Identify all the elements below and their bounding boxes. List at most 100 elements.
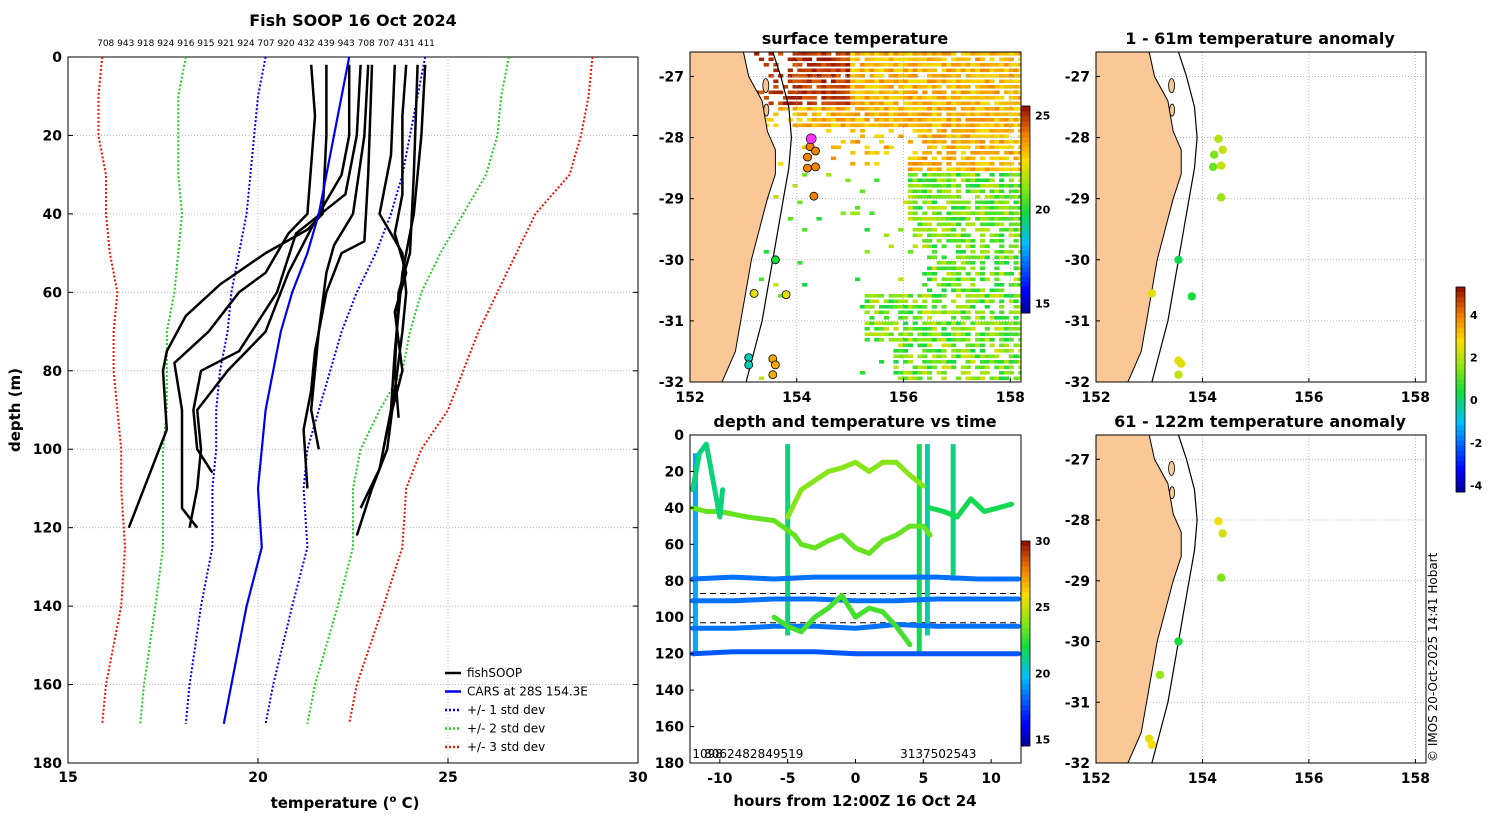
sst-pixel — [1018, 140, 1021, 144]
sst-pixel — [999, 129, 1005, 133]
sst-pixel — [931, 272, 937, 276]
sst-pixel — [960, 178, 966, 183]
sst-pixel — [874, 321, 880, 326]
sst-pixel — [898, 371, 904, 375]
sst-pixel — [922, 52, 928, 56]
sst-pixel — [879, 96, 885, 100]
sst-pixel — [951, 382, 956, 386]
sst-pixel — [975, 63, 981, 67]
sst-pixel — [859, 107, 865, 111]
sst-pixel — [994, 327, 1000, 331]
sst-colorbar-cell — [1021, 276, 1030, 283]
sst-pixel — [883, 112, 889, 117]
sst-pixel — [883, 305, 889, 309]
sst-pixel — [922, 239, 928, 243]
sst-pixel — [773, 90, 779, 95]
sst-pixel — [999, 371, 1005, 375]
sst-pixel — [888, 57, 894, 62]
sst-pixel — [965, 332, 971, 337]
anomaly-top-xtick-label: 152 — [1081, 390, 1110, 406]
sst-pixel — [763, 118, 769, 122]
sst-pixel — [1013, 261, 1019, 265]
time-depth-colorbar-cell — [1021, 623, 1030, 629]
sst-pixel — [990, 382, 995, 386]
sst-pixel — [960, 321, 966, 326]
sst-pixel — [999, 288, 1005, 293]
sst-pixel — [927, 294, 933, 298]
sst-pixel — [927, 310, 933, 315]
profile-xlabel-main: temperature ( — [271, 794, 390, 812]
sst-pixel — [975, 294, 981, 298]
sst-pixel — [879, 68, 885, 73]
sst-pixel — [975, 206, 981, 210]
sst-pixel — [941, 360, 947, 364]
sst-pixel — [864, 145, 870, 150]
sst-pixel — [1013, 52, 1019, 56]
sst-pixel — [955, 112, 962, 117]
sst-pixel — [845, 96, 851, 100]
sst-pixel — [912, 305, 918, 309]
sst-pixel — [1018, 371, 1021, 375]
sst-pixel — [931, 299, 937, 304]
sst-pixel — [917, 107, 923, 111]
time-depth-colorbar-cell — [1021, 740, 1030, 747]
sst-pixel — [941, 255, 947, 260]
sst-pixel — [792, 90, 798, 95]
sst-pixel — [955, 173, 962, 177]
sst-pixel — [917, 228, 923, 232]
sst-station-4 — [803, 163, 812, 173]
sst-pixel — [792, 57, 798, 62]
sst-pixel — [826, 123, 832, 128]
sst-pixel — [994, 151, 1000, 155]
sst-pixel — [975, 316, 981, 320]
anomaly-bottom-ticks: 152 154 156 158-27-28-29-30-31-32 — [1065, 452, 1430, 787]
sst-pixel — [830, 101, 837, 106]
sst-pixel — [984, 360, 990, 364]
sst-pixel — [893, 382, 898, 386]
time-depth-colorbar-cell — [1021, 653, 1030, 660]
sst-pixel — [888, 294, 894, 298]
sst-colorbar-cell — [1021, 209, 1030, 216]
time-depth-colorbar-cell — [1021, 617, 1030, 624]
sst-colorbar-cell — [1021, 302, 1030, 309]
sst-station-13 — [771, 360, 780, 370]
sst-pixel — [951, 167, 957, 172]
sst-pixel — [946, 343, 952, 348]
sst-pixel — [883, 90, 889, 95]
sst-pixel — [840, 90, 846, 95]
sst-pixel — [946, 239, 952, 243]
time-depth-colorbar-label: 20 — [1035, 667, 1051, 680]
time-depth-colorbar-cell — [1021, 684, 1030, 691]
sst-pixel — [955, 211, 962, 216]
sst-pixel — [941, 206, 947, 210]
sst-pixel — [936, 321, 942, 326]
sst-pixel — [845, 123, 851, 128]
sst-pixel — [951, 101, 957, 106]
sst-pixel — [907, 68, 913, 73]
sst-pixel — [999, 156, 1005, 161]
sst-pixel — [951, 134, 957, 139]
sst-pixel — [907, 184, 913, 188]
sst-pixel — [907, 167, 913, 172]
sst-pixel — [859, 90, 865, 95]
sst-pixel — [869, 112, 875, 117]
sst-pixel — [989, 96, 995, 100]
sst-pixel — [1013, 74, 1019, 78]
sst-pixel — [912, 338, 918, 342]
sst-pixel — [879, 52, 885, 56]
sst-pixel — [917, 167, 923, 172]
sst-pixel — [960, 123, 966, 128]
sst-pixel — [917, 156, 923, 161]
time-depth-xtick-label: -5 — [780, 771, 796, 787]
sst-pixel — [951, 85, 957, 89]
sst-pixel — [903, 360, 909, 364]
sst-colorbar-cell — [1021, 292, 1030, 298]
sst-pixel — [917, 310, 923, 315]
sst-pixel — [907, 63, 913, 67]
time-depth-track-4 — [690, 649, 1021, 657]
sst-pixel — [970, 376, 976, 381]
anomaly-colorbar-cell — [1456, 445, 1465, 452]
sst-pixel — [917, 316, 923, 320]
sst-pixel — [975, 145, 981, 150]
sst-pixel — [1003, 151, 1010, 155]
